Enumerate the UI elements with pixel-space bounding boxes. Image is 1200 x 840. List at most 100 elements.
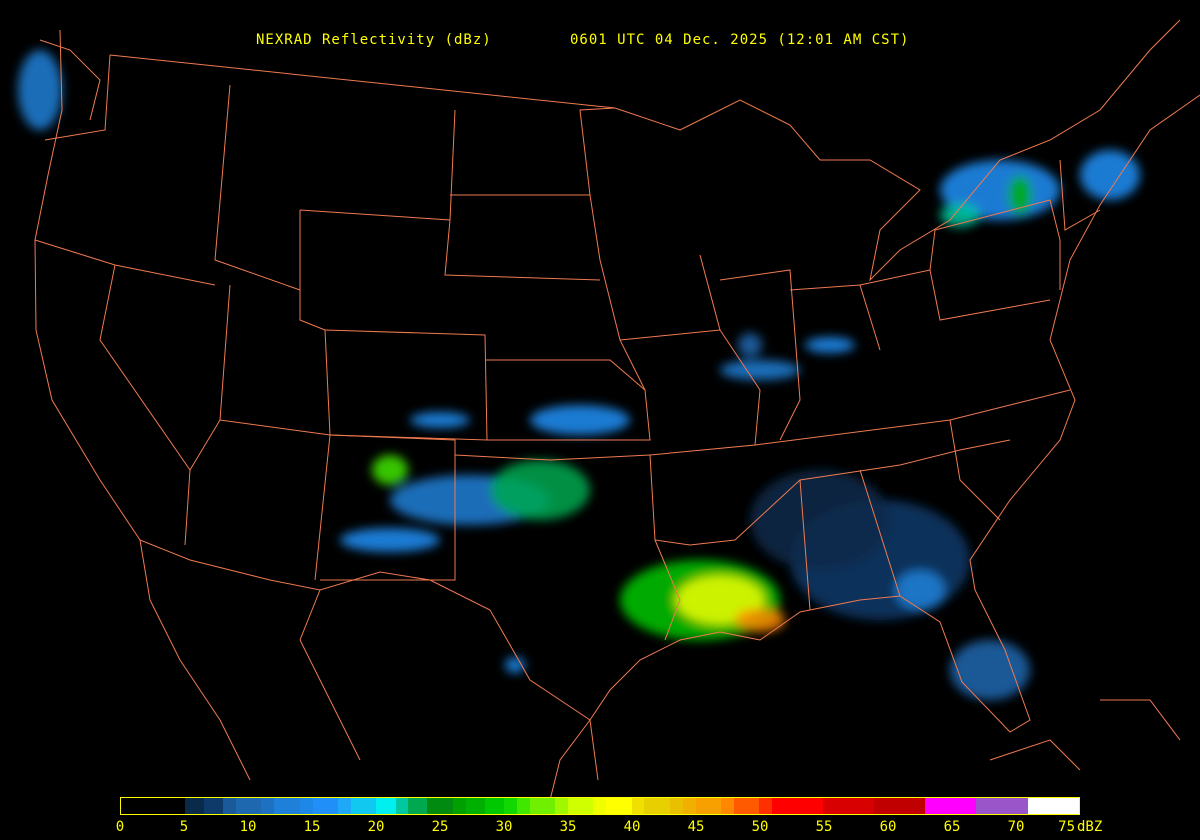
colorbar-bin (223, 798, 236, 814)
colorbar-bin (299, 798, 313, 814)
colorbar-bin (516, 798, 530, 814)
radar-echo (720, 360, 800, 380)
colorbar-tick-label: 65 (943, 819, 961, 835)
radar-echo (372, 455, 408, 485)
colorbar-tick-label: 20 (367, 819, 385, 835)
colorbar-bin (408, 798, 428, 814)
colorbar-bin (338, 798, 351, 814)
boundary-line (214, 84, 331, 581)
colorbar-bin (395, 798, 409, 814)
colorbar-bin (1027, 798, 1079, 814)
boundary-line (1059, 159, 1101, 231)
colorbar-bin (772, 798, 824, 814)
radar-echo (530, 405, 630, 435)
radar-echo (738, 333, 762, 357)
boundary-line (699, 254, 721, 331)
radar-echo (950, 640, 1030, 700)
boundary-line (139, 539, 251, 781)
radar-echo (340, 528, 440, 552)
colorbar-bin (759, 798, 773, 814)
colorbar-tick-label: 10 (239, 819, 257, 835)
colorbar-bin (670, 798, 683, 814)
colorbar-bin (465, 798, 485, 814)
boundary-line (799, 479, 811, 611)
boundary-line (719, 269, 801, 441)
colorbar-bin (695, 798, 722, 814)
valid-time: 0601 UTC 04 Dec. 2025 (12:01 AM CST) (570, 32, 910, 48)
boundary-line (299, 589, 361, 761)
radar-echo (490, 460, 590, 520)
radar-echo (895, 570, 945, 610)
colorbar-bin (733, 798, 760, 814)
boundary-line (34, 29, 599, 781)
colorbar-tick-label: 55 (815, 819, 833, 835)
colorbar-bin (452, 798, 466, 814)
colorbar-bin (312, 798, 339, 814)
colorbar-tick-label: 30 (495, 819, 513, 835)
radar-echo (505, 657, 525, 673)
colorbar-bin (484, 798, 505, 814)
colorbar-tick-label: 60 (879, 819, 897, 835)
boundary-line (1100, 699, 1181, 741)
boundary-line (589, 94, 1200, 733)
boundary-line (450, 194, 601, 261)
colorbar-bin (235, 798, 262, 814)
colorbar-tick-label: 15 (303, 819, 321, 835)
boundary-line (754, 389, 1071, 446)
boundary-line (449, 109, 456, 221)
boundary-line (39, 39, 101, 121)
boundary-line (189, 419, 331, 471)
boundary-line (619, 329, 761, 456)
boundary-line (859, 269, 1051, 321)
colorbar-bin (631, 798, 645, 814)
radar-echoes (18, 50, 1140, 700)
colorbar-tick-label: 50 (751, 819, 769, 835)
colorbar-bin (823, 798, 875, 814)
boundary-line (579, 107, 616, 196)
colorbar-bin (925, 798, 977, 814)
colorbar-tick-label: 5 (179, 819, 189, 835)
colorbar-bin (504, 798, 517, 814)
product-title: NEXRAD Reflectivity (dBz) (256, 32, 492, 48)
colorbar-bin (184, 798, 205, 814)
colorbar-tick-label: 35 (559, 819, 577, 835)
colorbar-bin (350, 798, 377, 814)
state-boundaries (34, 19, 1200, 801)
radar-echo (1080, 150, 1140, 200)
radar-echo (735, 608, 785, 632)
boundary-line (654, 539, 681, 641)
colorbar-bin (529, 798, 556, 814)
colorbar-bin (204, 798, 224, 814)
boundary-line (99, 264, 191, 546)
boundary-line (859, 469, 901, 597)
boundary-line (454, 454, 651, 461)
boundary-line (549, 719, 591, 801)
boundary-line (299, 209, 601, 281)
colorbar-bin (427, 798, 453, 814)
colorbar-tick-label: 25 (431, 819, 449, 835)
boundary-line (219, 284, 231, 421)
radar-echo (805, 337, 855, 353)
dbz-colorbar (120, 797, 1080, 815)
boundary-line (324, 329, 488, 441)
boundary-line (44, 54, 111, 141)
colorbar-bin (976, 798, 1028, 814)
colorbar-bin (682, 798, 696, 814)
colorbar-bin (261, 798, 275, 814)
boundary-line (34, 239, 216, 286)
colorbar-tick-label: 40 (623, 819, 641, 835)
colorbar-tick-label: 45 (687, 819, 705, 835)
colorbar-bin (721, 798, 734, 814)
radar-echo (1008, 175, 1032, 215)
colorbar-bin (567, 798, 594, 814)
colorbar-bin (274, 798, 300, 814)
boundary-line (109, 19, 1181, 282)
radar-echo (18, 50, 62, 130)
boundary-line (320, 434, 456, 581)
colorbar-bin (606, 798, 632, 814)
colorbar-unit: dBZ (1077, 819, 1103, 835)
boundary-line (989, 739, 1081, 771)
colorbar-bin (874, 798, 926, 814)
